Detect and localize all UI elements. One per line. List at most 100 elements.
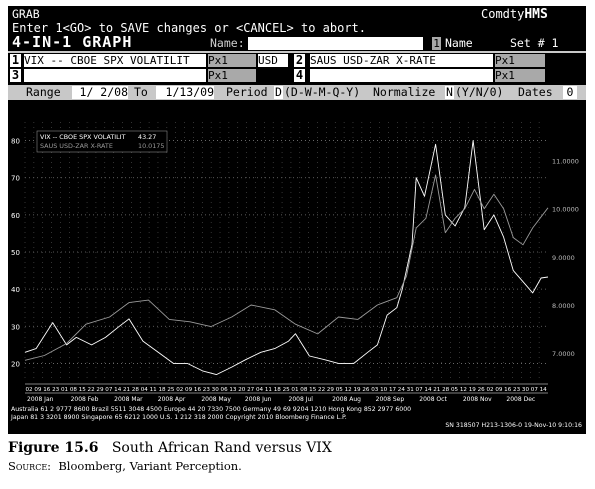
x-day-label: 23: [52, 387, 60, 393]
slot1-number: 1: [10, 53, 21, 67]
x-day-label: 30: [212, 387, 220, 393]
right-tick-label: 11.0000: [552, 158, 579, 166]
x-month-label: 2008 Feb: [71, 396, 99, 403]
left-tick-label: 50: [11, 249, 20, 257]
instruction-text: Enter 1<GO> to SAVE changes or <CANCEL> …: [12, 21, 367, 35]
x-month-label: 2008 Apr: [158, 396, 186, 403]
x-day-label: 02: [26, 387, 33, 393]
name-input[interactable]: [248, 37, 423, 50]
left-tick-label: 20: [11, 360, 20, 368]
set-number-label: Set # 1: [510, 36, 559, 50]
x-day-label: 09: [34, 387, 42, 393]
left-tick-label: 70: [11, 175, 20, 183]
x-day-label: 13: [229, 387, 237, 393]
normalize-options: (Y/N/0): [455, 85, 504, 99]
to-label: To: [134, 85, 148, 99]
slot4-field-input[interactable]: Px1: [495, 69, 545, 82]
x-day-label: 25: [167, 387, 175, 393]
x-day-label: 09: [495, 387, 503, 393]
x-day-label: 16: [194, 387, 202, 393]
slot1-ticker-input[interactable]: VIX -- CBOE SPX VOLATILIT: [24, 54, 206, 67]
x-day-label: 29: [327, 387, 335, 393]
x-day-label: 28: [442, 387, 450, 393]
x-day-label: 17: [389, 387, 397, 393]
name-number-field[interactable]: 1: [432, 37, 441, 50]
x-day-label: 01: [291, 387, 299, 393]
line-chart: 20 30 40 50 60 70 80 7.0000 8.0000 9.0000 10.0000 1…: [10, 122, 582, 429]
x-day-label: 21: [433, 387, 441, 393]
slot2-number: 2: [294, 53, 305, 67]
range-start-input[interactable]: 1/ 2/08: [72, 86, 128, 99]
range-bar: [8, 85, 586, 100]
x-day-label: 04: [256, 387, 264, 393]
x-day-label: 15: [79, 387, 87, 393]
x-day-label: 10: [380, 387, 388, 393]
slot4-ticker-input[interactable]: [310, 69, 493, 82]
range-label: Range: [26, 85, 61, 99]
bloomberg-terminal-screen: GRAB ComdtyHMS Enter 1<GO> to SAVE chang…: [8, 6, 586, 434]
x-day-label: 11: [265, 387, 273, 393]
x-month-label: 2008 Nov: [463, 396, 492, 403]
slot1-field-input[interactable]: Px1: [208, 54, 256, 67]
x-month-label: 2008 Jun: [245, 396, 272, 403]
x-day-label: 23: [203, 387, 211, 393]
slot4-number: 4: [294, 68, 305, 82]
x-day-label: 11: [150, 387, 158, 393]
divider: [8, 51, 586, 53]
x-day-label: 27: [247, 387, 255, 393]
x-day-label: 05: [336, 387, 344, 393]
name-label: Name:: [210, 36, 245, 50]
x-month-label: 2008 Jan: [27, 396, 54, 403]
series-line: [24, 174, 549, 361]
x-day-label: 08: [70, 387, 78, 393]
x-day-label: 02: [176, 387, 183, 393]
x-day-label: 12: [460, 387, 467, 393]
slot3-field-input[interactable]: Px1: [208, 69, 256, 82]
x-day-label: 03: [371, 387, 379, 393]
x-day-label: 18: [274, 387, 282, 393]
x-day-label: 04: [141, 387, 149, 393]
x-day-label: 18: [158, 387, 166, 393]
legend-value: 43.27: [138, 133, 156, 141]
range-end-input[interactable]: 1/13/09: [156, 86, 214, 99]
right-tick-label: 9.0000: [552, 254, 575, 262]
slot1-currency-input[interactable]: USD: [258, 54, 288, 67]
x-day-label: 16: [504, 387, 512, 393]
x-day-label: 30: [522, 387, 530, 393]
left-tick-label: 60: [11, 212, 20, 220]
slot2-ticker-input[interactable]: SAUS USD-ZAR X-RATE: [310, 54, 493, 67]
x-day-label: 07: [531, 387, 539, 393]
x-day-label: 23: [513, 387, 521, 393]
chart-area: 20 30 40 50 60 70 80 7.0000 8.0000 9.0000 10.0000 1…: [8, 114, 586, 434]
name-suffix-label: Name: [445, 36, 473, 50]
x-day-label: 22: [88, 387, 95, 393]
x-day-label: 09: [185, 387, 193, 393]
x-day-label: 02: [486, 387, 493, 393]
figure-caption: Figure 15.6 South African Rand versus VI…: [8, 440, 332, 473]
slot3-ticker-input[interactable]: [24, 69, 206, 82]
x-day-label: 20: [238, 387, 246, 393]
dates-input[interactable]: 0: [563, 86, 577, 99]
series-line: [24, 140, 549, 376]
x-day-label: 14: [540, 387, 548, 393]
x-month-label: 2008 May: [201, 396, 231, 403]
x-day-label: 19: [469, 387, 477, 393]
screen-mode-label: GRAB: [12, 7, 40, 21]
right-tick-label: 10.0000: [552, 206, 579, 214]
x-day-label: 29: [96, 387, 104, 393]
legend-value: 10.0175: [138, 142, 164, 150]
right-tick-label: 8.0000: [552, 302, 575, 310]
x-day-label: 14: [114, 387, 122, 393]
x-day-label: 26: [362, 387, 370, 393]
slot2-field-input[interactable]: Px1: [495, 54, 545, 67]
x-day-label: 07: [416, 387, 424, 393]
period-input[interactable]: D: [274, 85, 283, 99]
right-tick-label: 7.0000: [552, 350, 575, 358]
normalize-input[interactable]: N: [445, 85, 454, 99]
normalize-label: Normalize: [373, 85, 436, 99]
x-day-label: 22: [318, 387, 325, 393]
x-month-label: 2008 Oct: [419, 396, 447, 403]
x-day-label: 15: [309, 387, 317, 393]
footer-contacts: Japan 81 3 3201 8900 Singapore 65 6212 1…: [10, 414, 347, 421]
x-day-label: 14: [424, 387, 432, 393]
